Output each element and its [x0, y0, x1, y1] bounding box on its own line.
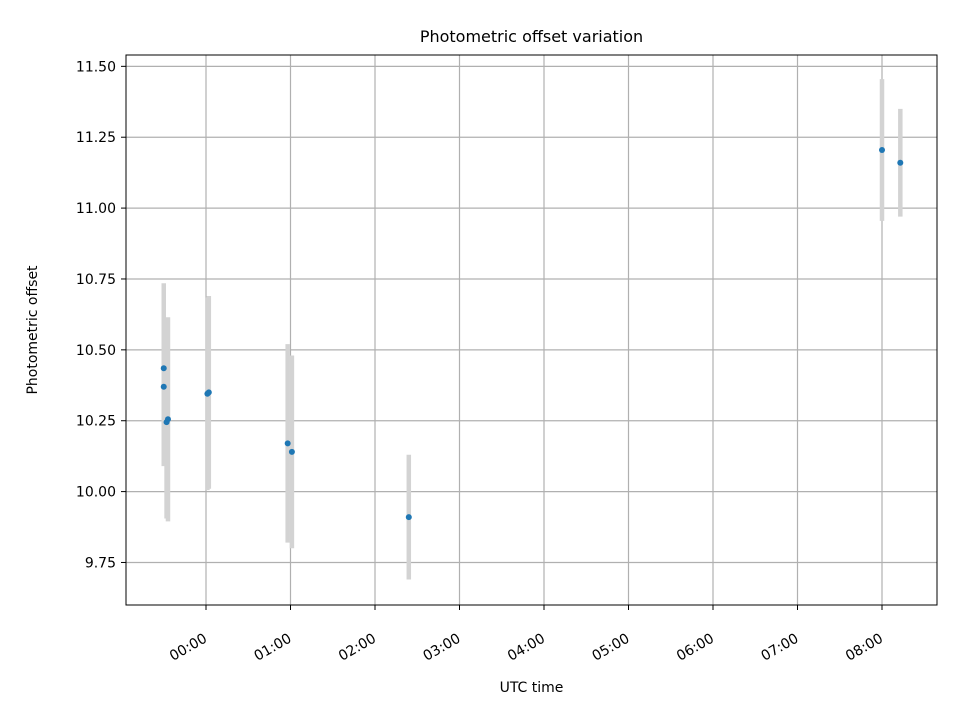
grid-lines — [126, 55, 937, 605]
x-tick-label: 08:00 — [843, 631, 886, 665]
x-tick-label: 02:00 — [336, 631, 379, 665]
data-point — [284, 440, 291, 447]
axis-ticks: 00:00 01:00 02:00 03:00 04:00 05:00 06:00 07:00… — [76, 59, 886, 664]
chart-title: Photometric offset variation — [420, 27, 643, 46]
y-tick-label: 11.25 — [76, 130, 116, 146]
y-axis-label: Photometric offset — [25, 265, 41, 395]
data-point — [160, 383, 167, 390]
x-axis-label: UTC time — [500, 680, 564, 696]
data-point — [405, 514, 412, 521]
x-tick-label: 04:00 — [505, 631, 548, 665]
data-point — [160, 365, 167, 372]
y-tick-label: 10.25 — [76, 414, 116, 430]
x-tick-label: 07:00 — [759, 631, 802, 665]
data-point — [879, 146, 885, 153]
x-tick-label: 06:00 — [674, 631, 717, 665]
y-tick-label: 9.75 — [85, 555, 116, 571]
y-tick-label: 10.00 — [76, 485, 116, 501]
data-points — [160, 146, 904, 521]
y-tick-label: 11.50 — [76, 59, 116, 75]
data-point — [205, 389, 212, 396]
x-tick-label: 00:00 — [167, 631, 210, 665]
data-point — [164, 416, 171, 423]
y-tick-label: 10.50 — [76, 343, 116, 359]
data-point — [897, 159, 904, 166]
plot-area-frame — [125, 54, 938, 606]
y-tick-label: 10.75 — [76, 272, 116, 288]
error-bars — [161, 79, 903, 580]
x-tick-label: 01:00 — [252, 631, 295, 665]
data-point — [288, 448, 295, 455]
x-tick-label: 03:00 — [421, 631, 464, 665]
x-tick-label: 05:00 — [590, 631, 633, 665]
y-tick-label: 11.00 — [76, 201, 116, 217]
